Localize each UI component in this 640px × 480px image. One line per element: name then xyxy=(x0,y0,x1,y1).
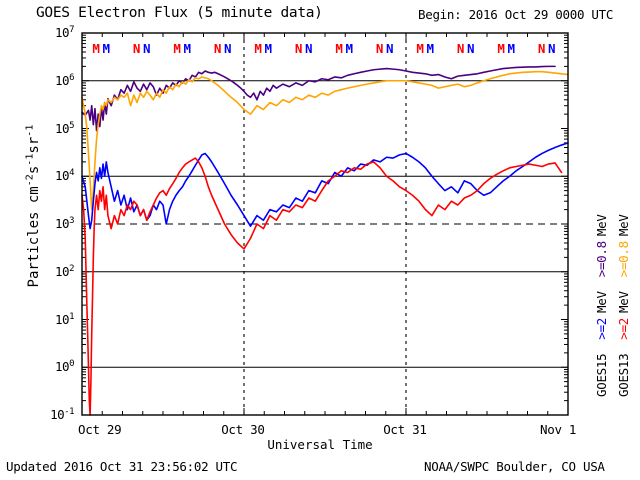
x-tick-label: Oct 31 xyxy=(383,422,427,437)
local-time-marker-m: M xyxy=(497,41,505,56)
x-tick-label: Nov 1 xyxy=(540,422,577,437)
y-tick-label: 107 xyxy=(55,24,74,40)
local-time-marker-n: N xyxy=(466,41,475,56)
y-tick-label: 104 xyxy=(55,168,74,184)
source-attribution: NOAA/SWPC Boulder, CO USA xyxy=(424,459,605,474)
local-time-marker-n: N xyxy=(132,41,141,56)
local-time-marker-m: M xyxy=(426,41,434,56)
updated-timestamp: Updated 2016 Oct 31 23:56:02 UTC xyxy=(6,459,238,474)
local-time-marker-m: M xyxy=(254,41,262,56)
local-time-marker-m: M xyxy=(345,41,353,56)
y-tick-label: 103 xyxy=(55,215,74,231)
page-title: GOES Electron Flux (5 minute data) xyxy=(36,5,323,21)
begin-time-label: Begin: 2016 Oct 29 0000 UTC xyxy=(418,7,614,22)
y-tick-label: 106 xyxy=(55,72,74,88)
local-time-marker-m: M xyxy=(416,41,424,56)
local-time-marker-m: M xyxy=(102,41,110,56)
local-time-marker-m: M xyxy=(183,41,191,56)
local-time-marker-n: N xyxy=(223,41,232,56)
local-time-marker-n: N xyxy=(537,41,546,56)
x-axis-label: Universal Time xyxy=(267,437,373,452)
local-time-marker-n: N xyxy=(304,41,313,56)
local-time-marker-n: N xyxy=(456,41,465,56)
local-time-marker-n: N xyxy=(142,41,151,56)
local-time-marker-n: N xyxy=(213,41,222,56)
y-tick-label: 105 xyxy=(55,120,74,136)
y-tick-label: 100 xyxy=(55,359,74,375)
local-time-marker-n: N xyxy=(385,41,394,56)
local-time-marker-m: M xyxy=(335,41,343,56)
y-tick-label: 101 xyxy=(55,311,74,327)
local-time-marker-n: N xyxy=(375,41,384,56)
local-time-marker-n: N xyxy=(294,41,303,56)
local-time-marker-n: N xyxy=(547,41,556,56)
local-time-marker-m: M xyxy=(507,41,515,56)
local-time-marker-m: M xyxy=(264,41,272,56)
y-tick-label: 10-1 xyxy=(50,406,74,422)
x-tick-label: Oct 30 xyxy=(221,422,265,437)
x-tick-label: Oct 29 xyxy=(78,422,122,437)
y-tick-label: 102 xyxy=(55,263,74,279)
local-time-marker-m: M xyxy=(173,41,181,56)
local-time-marker-m: M xyxy=(92,41,100,56)
